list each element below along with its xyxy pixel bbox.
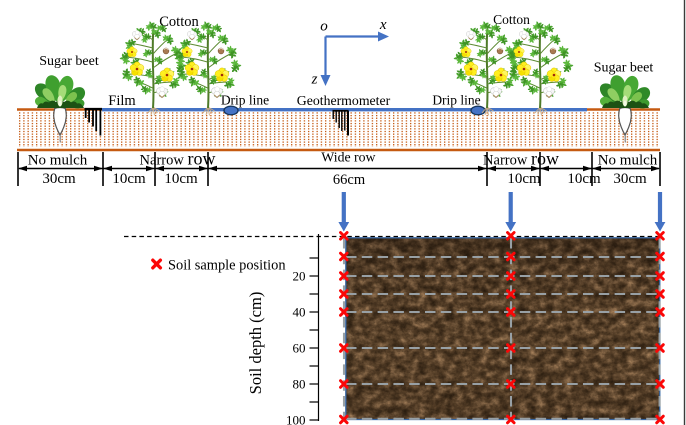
svg-text:z: z [311,71,318,87]
svg-text:o: o [320,19,328,35]
svg-text:40: 40 [293,305,306,320]
svg-text:Film: Film [108,93,136,109]
svg-text:100: 100 [286,413,306,425]
svg-text:10cm: 10cm [507,171,541,187]
svg-text:Cotton: Cotton [493,12,530,27]
svg-text:30cm: 30cm [613,171,647,187]
svg-text:Drip line: Drip line [221,93,269,108]
svg-text:10cm: 10cm [112,171,146,187]
svg-text:No mulch: No mulch [598,153,658,169]
svg-text:20: 20 [293,269,306,284]
svg-text:Narrow row: Narrow row [140,149,216,169]
svg-text:60: 60 [293,341,306,356]
svg-text:80: 80 [293,377,306,392]
svg-text:x: x [379,17,387,33]
svg-text:Drip line: Drip line [432,93,480,108]
svg-text:Cotton: Cotton [159,14,199,30]
svg-text:30cm: 30cm [42,171,76,187]
svg-text:Sugar beet: Sugar beet [39,54,99,69]
svg-text:10cm: 10cm [164,171,198,187]
svg-text:Soil depth (cm): Soil depth (cm) [246,292,265,395]
svg-text:Narrow row: Narrow row [483,149,559,169]
svg-text:No mulch: No mulch [28,153,88,169]
svg-text:Sugar beet: Sugar beet [594,61,654,76]
svg-text:Soil sample position: Soil sample position [168,258,286,274]
svg-text:Wide row: Wide row [321,150,375,165]
svg-text:66cm: 66cm [333,172,366,188]
svg-text:10cm: 10cm [567,171,601,187]
svg-text:Geothermometer: Geothermometer [297,93,391,108]
